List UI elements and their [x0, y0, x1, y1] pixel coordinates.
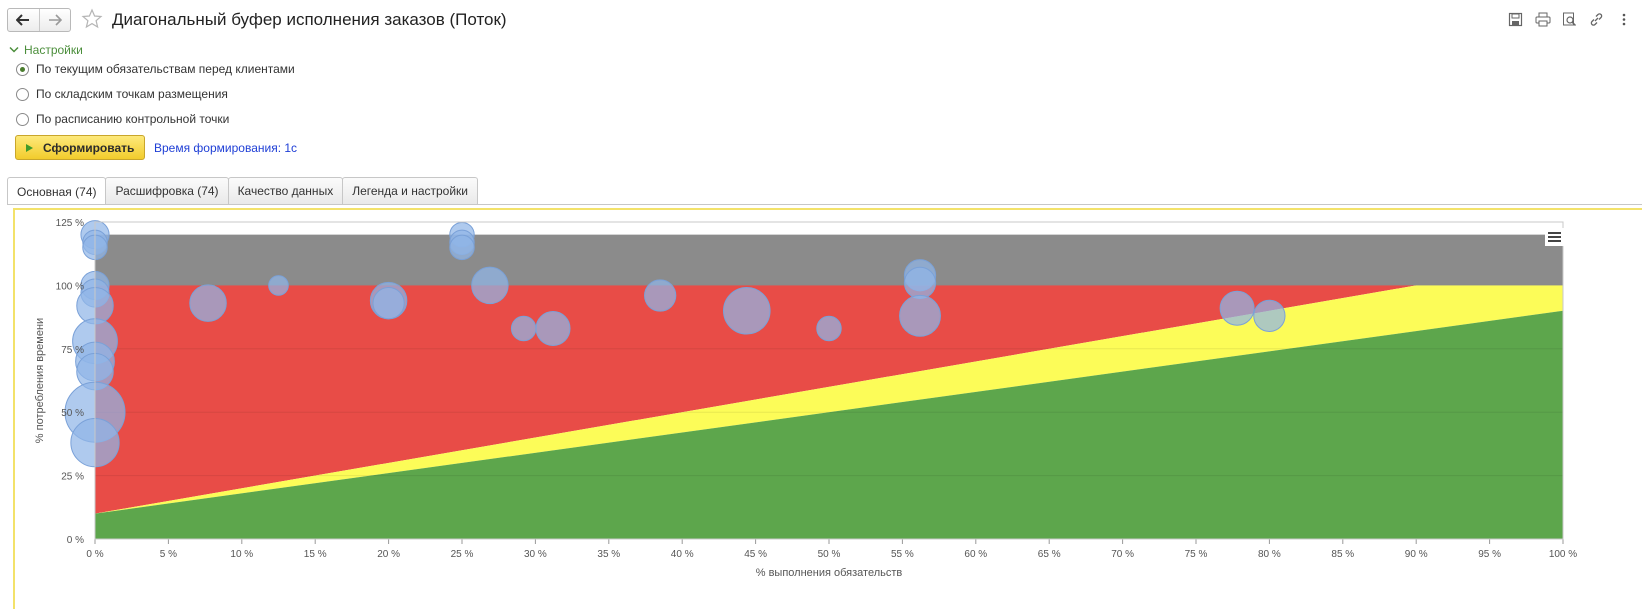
print-icon: [1535, 12, 1550, 27]
x-tick-label: 100 %: [1549, 549, 1577, 560]
x-tick-label: 95 %: [1478, 549, 1501, 560]
x-tick-label: 5 %: [160, 549, 177, 560]
generate-button[interactable]: Сформировать: [15, 135, 145, 160]
star-icon: [81, 8, 103, 29]
radio-option-warehouse-points[interactable]: По складским точкам размещения: [16, 87, 228, 101]
data-bubble: [189, 284, 227, 322]
x-tick-label: 0 %: [86, 549, 103, 560]
plot-border: [94, 221, 1564, 540]
buffer-chart: 0 % 25 % 50 % 75 % 100 % 125 % 0 % 5 % 10 % 15 % 2…: [34, 218, 1577, 579]
chart-frame: 0 % 25 % 50 % 75 % 100 % 125 % 0 % 5 % 10 % 15 % 2…: [13, 208, 1642, 609]
arrow-right-icon: [48, 14, 62, 26]
data-bubble: [723, 286, 771, 335]
y-tick-label: 125 %: [56, 218, 84, 229]
x-tick-label: 45 %: [744, 549, 767, 560]
x-tick-label: 65 %: [1038, 549, 1061, 560]
x-tick-label: 35 %: [597, 549, 620, 560]
data-bubble: [644, 279, 677, 312]
data-bubble: [268, 275, 289, 296]
radio-option-checkpoint-schedule[interactable]: По расписанию контрольной точки: [16, 112, 229, 126]
zone-gray: [95, 234, 1563, 286]
link-icon: [1590, 13, 1603, 26]
tab-legend-settings[interactable]: Легенда и настройки: [342, 177, 478, 204]
data-bubble: [471, 266, 509, 305]
save-icon: [1508, 12, 1523, 27]
y-axis-label: % потребления времени: [34, 318, 46, 443]
navigation-group: [7, 8, 71, 32]
x-tick-label: 10 %: [230, 549, 253, 560]
page-title: Диагональный буфер исполнения заказов (П…: [112, 10, 507, 29]
x-tick-label: 20 %: [377, 549, 400, 560]
x-axis-label: % выполнения обязательств: [756, 567, 903, 579]
tab-data-quality[interactable]: Качество данных: [227, 177, 344, 204]
x-tick-label: 70 %: [1111, 549, 1134, 560]
radio-button[interactable]: [16, 62, 29, 76]
play-icon: [26, 143, 33, 152]
zone-red: [95, 285, 1563, 514]
generation-time-link[interactable]: Время формирования: 1с: [154, 141, 298, 155]
chart-menu-button[interactable]: [1545, 228, 1565, 246]
title-bar: Диагональный буфер исполнения заказов (П…: [0, 0, 1642, 40]
data-bubble: [1253, 299, 1286, 332]
preview-icon: [1563, 12, 1577, 27]
data-bubble: [449, 234, 475, 261]
x-tick-label: 50 %: [818, 549, 841, 560]
x-tick-label: 15 %: [304, 549, 327, 560]
x-tick-label: 75 %: [1185, 549, 1208, 560]
x-tick-label: 55 %: [891, 549, 914, 560]
radio-button[interactable]: [16, 112, 29, 126]
tab-divider: [7, 204, 1642, 205]
more-button[interactable]: [1615, 11, 1632, 28]
data-bubble: [899, 294, 941, 337]
y-tick-label: 75 %: [61, 345, 84, 356]
y-tick-label: 100 %: [56, 281, 84, 292]
tab-bar: Основная (74) Расшифровка (74) Качество …: [7, 177, 478, 205]
settings-toggle[interactable]: Настройки: [9, 43, 83, 57]
tab-breakdown[interactable]: Расшифровка (74): [105, 177, 229, 204]
data-bubble: [903, 266, 937, 299]
x-tick-label: 80 %: [1258, 549, 1281, 560]
x-tick-label: 30 %: [524, 549, 547, 560]
x-tick-label: 40 %: [671, 549, 694, 560]
radio-button[interactable]: [16, 87, 29, 101]
y-tick-label: 0 %: [67, 535, 84, 546]
data-bubble: [535, 311, 571, 347]
radio-label: По текущим обязательствам перед клиентам…: [36, 62, 295, 76]
x-tick-label: 25 %: [451, 549, 474, 560]
hamburger-menu-icon: [1548, 232, 1561, 242]
data-bubble: [1219, 290, 1255, 326]
zone-green: [95, 310, 1563, 539]
tab-main[interactable]: Основная (74): [7, 177, 107, 205]
radio-option-obligations[interactable]: По текущим обязательствам перед клиентам…: [16, 62, 295, 76]
data-bubble: [372, 287, 405, 320]
header-tool-icons: [1507, 11, 1632, 28]
x-tick-label: 60 %: [964, 549, 987, 560]
preview-button[interactable]: [1561, 11, 1578, 28]
data-bubble: [816, 315, 842, 342]
radio-label: По расписанию контрольной точки: [36, 112, 230, 126]
settings-label: Настройки: [24, 43, 83, 57]
print-button[interactable]: [1534, 11, 1551, 28]
more-vertical-icon: [1622, 13, 1625, 26]
arrow-left-icon: [16, 14, 30, 26]
x-tick-label: 85 %: [1331, 549, 1354, 560]
y-tick-label: 50 %: [61, 408, 84, 419]
link-button[interactable]: [1588, 11, 1605, 28]
zone-yellow: [95, 285, 1563, 514]
favorite-star-button[interactable]: [81, 8, 103, 30]
radio-label: По складским точкам размещения: [36, 87, 228, 101]
x-tick-label: 90 %: [1405, 549, 1428, 560]
data-bubble: [510, 315, 537, 342]
generate-button-label: Сформировать: [43, 140, 135, 155]
forward-button[interactable]: [38, 9, 70, 31]
chevron-down-icon: [9, 46, 19, 53]
y-tick-label: 25 %: [61, 472, 84, 483]
back-button[interactable]: [8, 9, 39, 31]
save-button[interactable]: [1507, 11, 1524, 28]
